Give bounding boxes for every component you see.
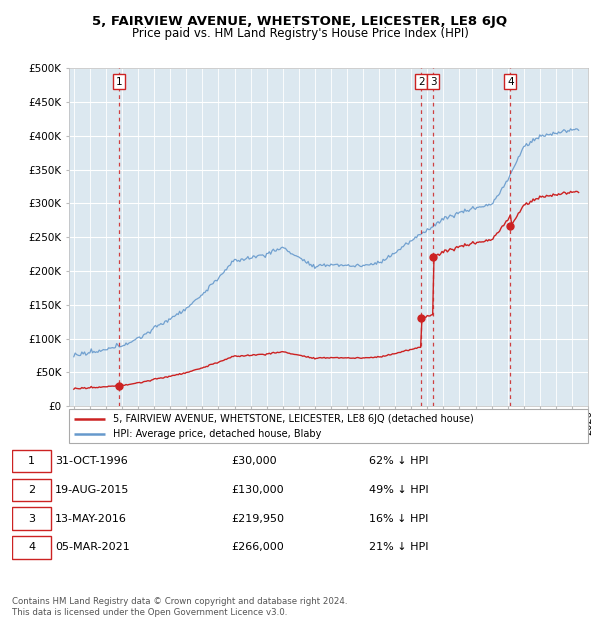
Text: 3: 3 xyxy=(28,513,35,523)
FancyBboxPatch shape xyxy=(12,536,51,559)
Text: 31-OCT-1996: 31-OCT-1996 xyxy=(55,456,128,466)
Text: 19-AUG-2015: 19-AUG-2015 xyxy=(55,485,130,495)
Text: 05-MAR-2021: 05-MAR-2021 xyxy=(55,542,130,552)
Text: 49% ↓ HPI: 49% ↓ HPI xyxy=(369,485,429,495)
Text: 1: 1 xyxy=(28,456,35,466)
Text: 4: 4 xyxy=(28,542,35,552)
Text: 2: 2 xyxy=(418,77,425,87)
Text: 1: 1 xyxy=(116,77,122,87)
Text: 5, FAIRVIEW AVENUE, WHETSTONE, LEICESTER, LE8 6JQ: 5, FAIRVIEW AVENUE, WHETSTONE, LEICESTER… xyxy=(92,16,508,29)
Text: 16% ↓ HPI: 16% ↓ HPI xyxy=(369,513,428,523)
Text: £266,000: £266,000 xyxy=(231,542,284,552)
Text: 5, FAIRVIEW AVENUE, WHETSTONE, LEICESTER, LE8 6JQ (detached house): 5, FAIRVIEW AVENUE, WHETSTONE, LEICESTER… xyxy=(113,414,474,423)
Text: £30,000: £30,000 xyxy=(231,456,277,466)
FancyBboxPatch shape xyxy=(12,507,51,529)
Text: 2: 2 xyxy=(28,485,35,495)
Text: 62% ↓ HPI: 62% ↓ HPI xyxy=(369,456,428,466)
Text: £130,000: £130,000 xyxy=(231,485,284,495)
Text: Contains HM Land Registry data © Crown copyright and database right 2024.
This d: Contains HM Land Registry data © Crown c… xyxy=(12,598,347,617)
FancyBboxPatch shape xyxy=(12,479,51,501)
Text: Price paid vs. HM Land Registry's House Price Index (HPI): Price paid vs. HM Land Registry's House … xyxy=(131,27,469,40)
Text: HPI: Average price, detached house, Blaby: HPI: Average price, detached house, Blab… xyxy=(113,429,322,439)
Text: 21% ↓ HPI: 21% ↓ HPI xyxy=(369,542,428,552)
Text: 13-MAY-2016: 13-MAY-2016 xyxy=(55,513,127,523)
Text: £219,950: £219,950 xyxy=(231,513,284,523)
Text: 4: 4 xyxy=(507,77,514,87)
Text: 3: 3 xyxy=(430,77,437,87)
FancyBboxPatch shape xyxy=(12,450,51,472)
